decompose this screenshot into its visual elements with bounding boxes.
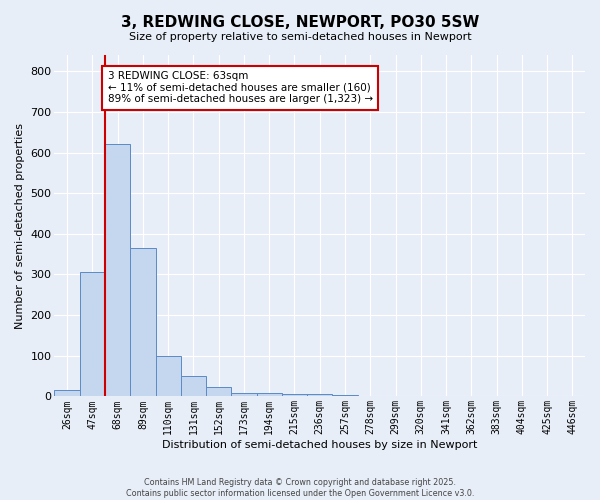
Bar: [130, 248, 155, 396]
Y-axis label: Number of semi-detached properties: Number of semi-detached properties: [15, 122, 25, 328]
Bar: [307, 394, 332, 396]
Text: 3, REDWING CLOSE, NEWPORT, PO30 5SW: 3, REDWING CLOSE, NEWPORT, PO30 5SW: [121, 15, 479, 30]
Bar: [80, 272, 105, 396]
Bar: [105, 144, 130, 396]
Bar: [181, 376, 206, 396]
X-axis label: Distribution of semi-detached houses by size in Newport: Distribution of semi-detached houses by …: [162, 440, 478, 450]
Bar: [155, 356, 181, 397]
Text: Size of property relative to semi-detached houses in Newport: Size of property relative to semi-detach…: [128, 32, 472, 42]
Bar: [282, 394, 307, 396]
Bar: [55, 390, 80, 396]
Bar: [257, 393, 282, 396]
Bar: [232, 393, 257, 396]
Text: Contains HM Land Registry data © Crown copyright and database right 2025.
Contai: Contains HM Land Registry data © Crown c…: [126, 478, 474, 498]
Bar: [206, 388, 232, 396]
Text: 3 REDWING CLOSE: 63sqm
← 11% of semi-detached houses are smaller (160)
89% of se: 3 REDWING CLOSE: 63sqm ← 11% of semi-det…: [107, 72, 373, 104]
Bar: [332, 395, 358, 396]
